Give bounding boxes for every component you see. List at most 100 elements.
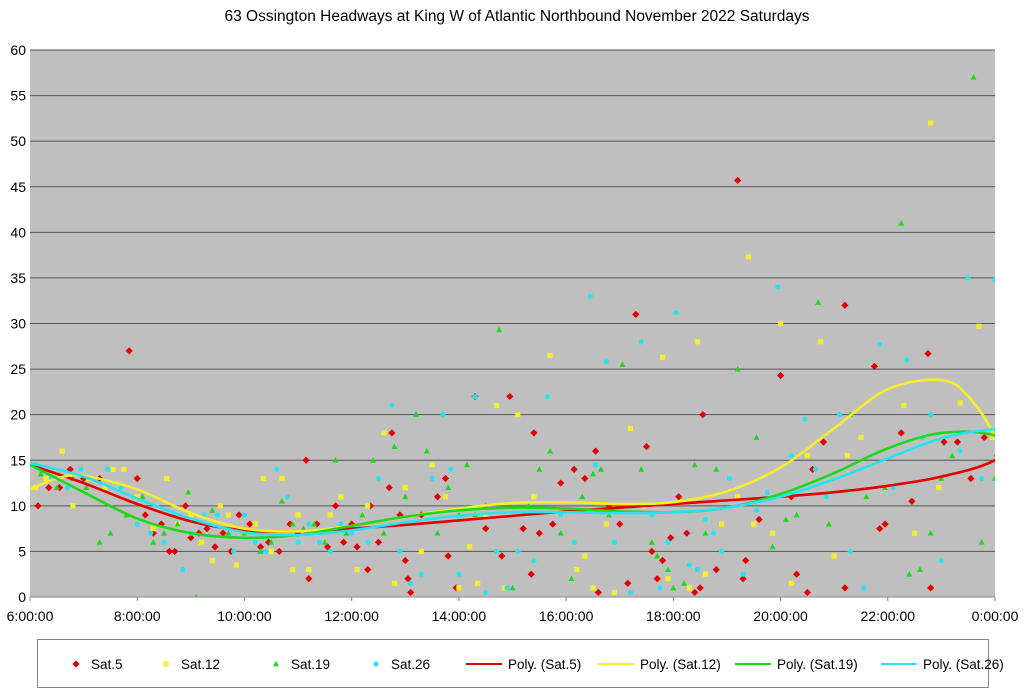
data-point-sat-12 [381, 430, 387, 436]
data-point-sat-19 [139, 493, 146, 500]
data-point-sat-12 [209, 557, 215, 564]
data-point-sat-5 [374, 538, 383, 546]
data-point-sat-26 [408, 580, 414, 586]
data-point-sat-26 [847, 548, 853, 555]
data-point-sat-19 [423, 447, 430, 454]
data-point-sat-26 [775, 284, 781, 290]
data-point-sat-26 [802, 416, 808, 422]
legend-label: Poly. (Sat.12) [640, 656, 721, 672]
data-point-sat-12 [735, 494, 741, 500]
data-point-sat-26 [284, 494, 290, 500]
data-point-sat-26 [627, 589, 634, 596]
data-point-sat-5 [211, 543, 219, 551]
data-point-sat-19 [509, 584, 516, 591]
data-point-sat-19 [268, 539, 275, 545]
y-tick-label: 30 [10, 316, 26, 332]
data-point-sat-19 [413, 411, 419, 418]
data-point-sat-5 [219, 529, 227, 537]
data-point-sat-12 [456, 585, 462, 591]
data-point-sat-5 [696, 584, 704, 592]
data-point-sat-5 [45, 484, 53, 492]
data-point-sat-12 [121, 466, 127, 472]
data-point-sat-26 [812, 466, 819, 472]
data-point-sat-19 [557, 529, 564, 536]
data-point-sat-12 [442, 494, 449, 500]
legend-marker-square [163, 661, 169, 667]
data-point-sat-26 [472, 393, 478, 400]
data-point-sat-5 [803, 588, 811, 597]
data-point-sat-26 [504, 585, 510, 591]
data-point-sat-5 [256, 543, 265, 551]
trend-line-poly-sat-26 [30, 427, 995, 537]
data-point-sat-12 [718, 521, 725, 527]
data-point-sat-26 [64, 485, 71, 491]
data-point-sat-19 [53, 484, 60, 490]
legend-item: Poly. (Sat.26) [881, 655, 1004, 673]
data-point-sat-5 [581, 474, 589, 483]
data-point-sat-26 [397, 548, 403, 555]
data-point-sat-12 [70, 503, 76, 509]
data-point-sat-5 [980, 433, 988, 442]
data-point-sat-12 [660, 354, 666, 360]
data-point-sat-26 [231, 548, 237, 555]
data-point-sat-5 [591, 447, 600, 455]
data-point-sat-26 [544, 393, 550, 400]
data-point-sat-12 [493, 402, 500, 409]
y-tick-label: 5 [18, 543, 26, 559]
trend-line-poly-sat-12 [30, 378, 995, 533]
legend-label: Sat.19 [291, 656, 331, 672]
data-point-sat-26 [365, 539, 371, 545]
data-point-sat-19 [606, 511, 612, 518]
data-point-sat-5 [444, 552, 452, 560]
legend-marker-diamond [72, 660, 80, 668]
data-point-sat-5 [275, 547, 283, 556]
data-point-sat-5 [246, 520, 254, 528]
data-point-sat-5 [302, 456, 310, 464]
data-point-sat-19 [589, 470, 596, 477]
data-point-sat-19 [225, 529, 232, 536]
legend-item: Sat.26 [371, 655, 430, 673]
data-point-sat-5 [897, 429, 905, 437]
data-point-sat-12 [233, 562, 240, 568]
data-point-sat-12 [547, 352, 553, 359]
x-axis-tick-labels: 6:00:00 8:00:00 10:00:00 12:00:00 14:00:00 16… [7, 597, 1019, 624]
data-point-sat-5 [331, 502, 340, 510]
data-point-sat-5 [734, 176, 742, 184]
data-point-sat-26 [788, 453, 794, 459]
chart-svg: 0 5 10 15 20 25 30 35 40 45 50 55 60 6:00:00 8:00:00 1… [7, 42, 1019, 624]
data-point-sat-12 [402, 485, 408, 491]
data-point-sat-5 [570, 465, 578, 473]
data-point-sat-5 [632, 310, 640, 318]
data-point-sat-26 [105, 466, 111, 472]
data-point-sat-5 [924, 349, 932, 358]
data-point-sat-5 [171, 547, 179, 556]
legend-marker-shape [273, 660, 279, 667]
y-tick-label: 0 [18, 589, 26, 605]
data-point-sat-19 [289, 520, 296, 527]
data-point-sat-26 [710, 530, 717, 536]
data-point-sat-12 [290, 567, 296, 573]
data-point-sat-19 [359, 511, 366, 518]
data-point-sat-5 [870, 362, 878, 370]
data-point-sat-12 [295, 512, 301, 518]
x-tick-label: 6:00:00 [7, 608, 54, 624]
legend-line-swatch [598, 662, 634, 666]
data-point-sat-5 [876, 525, 884, 533]
data-point-sat-19 [654, 552, 661, 559]
data-point-sat-19 [300, 525, 307, 532]
data-point-sat-26 [702, 516, 709, 523]
data-point-sat-5 [642, 442, 651, 451]
legend-label: Poly. (Sat.26) [923, 656, 1004, 672]
data-point-sat-19 [174, 520, 181, 527]
data-point-sat-19 [825, 520, 832, 527]
data-point-sat-12 [804, 453, 810, 459]
data-point-sat-12 [957, 400, 963, 406]
data-point-sat-12 [686, 585, 693, 591]
data-point-sat-26 [215, 512, 221, 518]
data-point-sat-5 [506, 392, 514, 401]
data-point-sat-19 [670, 584, 677, 591]
data-point-sat-26 [327, 548, 333, 555]
data-point-sat-12 [911, 530, 918, 536]
grid-lines [30, 49, 995, 552]
data-point-sat-12 [694, 339, 701, 345]
